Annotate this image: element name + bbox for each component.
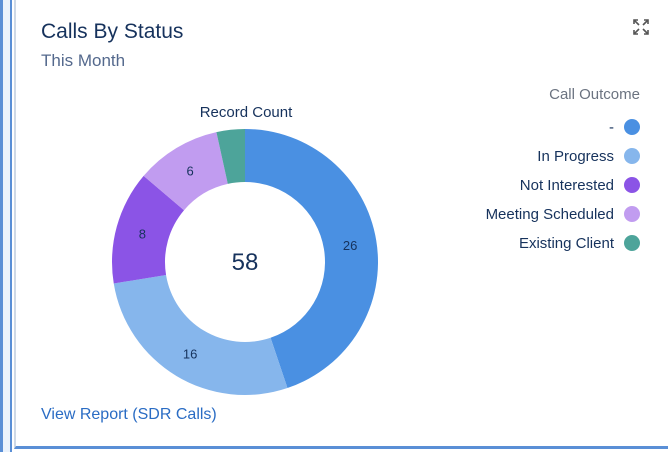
legend-item[interactable]: In Progress <box>537 146 640 166</box>
card-title: Calls By Status <box>41 20 184 43</box>
legend-title: Call Outcome <box>549 86 640 103</box>
dashboard-card: Calls By Status This Month Record Count … <box>14 0 668 449</box>
slice-value-label: 8 <box>139 227 146 242</box>
slice-value-label: 26 <box>343 238 357 253</box>
legend-swatch <box>624 235 640 251</box>
left-rail-inner <box>3 0 10 452</box>
legend-item[interactable]: Existing Client <box>519 233 640 253</box>
legend-swatch <box>624 177 640 193</box>
view-report-link[interactable]: View Report (SDR Calls) <box>41 406 217 423</box>
legend-label: Existing Client <box>518 234 614 252</box>
donut-slice[interactable] <box>245 129 378 389</box>
expand-icon <box>633 19 649 35</box>
card-subtitle: This Month <box>41 51 126 70</box>
legend-label: Meeting Scheduled <box>485 205 614 223</box>
legend-swatch <box>624 119 640 135</box>
donut-chart: Record Count 26 16 8 6 58 <box>112 104 378 396</box>
donut-slice[interactable] <box>112 175 185 284</box>
legend-swatch <box>624 148 640 164</box>
legend-label: - <box>609 118 614 136</box>
center-total: 58 <box>232 249 259 276</box>
legend-item[interactable]: Meeting Scheduled <box>486 204 640 224</box>
slice-value-label: 6 <box>186 164 193 179</box>
legend-swatch <box>624 206 640 222</box>
legend-item[interactable]: - <box>609 117 640 137</box>
left-rail <box>0 0 12 452</box>
chart-title: Record Count <box>200 104 293 121</box>
donut-slice[interactable] <box>113 274 288 396</box>
slice-value-label: 16 <box>183 346 197 361</box>
legend-label: In Progress <box>537 147 614 165</box>
expand-button[interactable] <box>632 18 650 36</box>
donut-slice[interactable] <box>143 132 228 211</box>
legend-item[interactable]: Not Interested <box>520 175 640 195</box>
legend-label: Not Interested <box>519 176 614 194</box>
donut-slice[interactable] <box>216 129 245 184</box>
